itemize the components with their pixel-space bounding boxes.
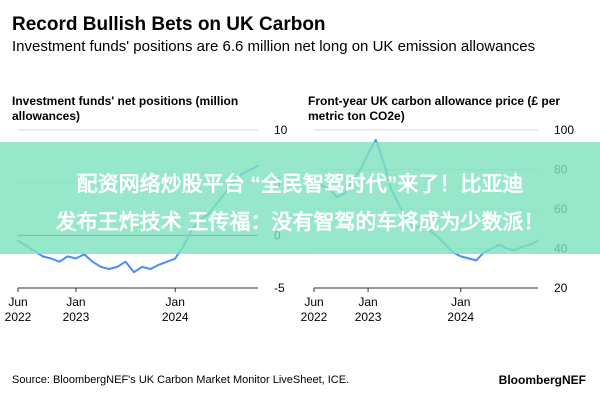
left-x-tick-label-month: Jan: [166, 295, 185, 309]
brand-logo-text: BloombergNEF: [498, 373, 586, 387]
source-note: Source: BloombergNEF's UK Carbon Market …: [12, 374, 350, 386]
left-data-point: [50, 257, 52, 260]
left-data-point: [166, 260, 168, 263]
left-y-tick-label: -5: [274, 281, 285, 295]
left-data-point: [91, 260, 94, 263]
right-y-tick-label: 100: [554, 123, 574, 137]
right-x-tick-label-year: 2022: [301, 310, 328, 324]
left-data-point: [108, 268, 110, 270]
left-data-point: [157, 264, 160, 266]
promo-overlay-banner[interactable]: 配资网络炒股平台 “全民智驾时代”来了！比亚迪 发布王炸技术 王传福：没有智驾的…: [0, 142, 600, 254]
left-x-tick-label-year: 2024: [162, 310, 189, 324]
left-data-point: [133, 271, 135, 274]
left-data-point: [58, 260, 61, 263]
right-y-tick-label: 20: [554, 281, 568, 295]
left-x-tick-label-year: 2022: [5, 310, 32, 324]
overlay-text-line-1: 配资网络炒股平台 “全民智驾时代”来了！比亚迪: [76, 173, 524, 196]
left-data-point: [174, 257, 177, 260]
left-x-tick-label-year: 2023: [63, 310, 90, 324]
left-data-point: [141, 266, 143, 268]
left-data-point: [149, 268, 152, 270]
left-data-point: [75, 257, 77, 260]
right-panel-title: Front-year UK carbon allowance price (£ …: [308, 94, 561, 123]
right-data-point: [467, 257, 470, 260]
left-x-tick-label-month: Jun: [8, 295, 27, 309]
right-x-tick-label-year: 2024: [447, 310, 474, 324]
left-panel-title: Investment funds' net positions (million…: [12, 94, 239, 123]
left-x-tick-label-month: Jan: [66, 295, 85, 309]
right-x-tick-label-month: Jan: [451, 295, 470, 309]
left-data-point: [66, 255, 69, 258]
overlay-text-line-2: 发布王炸技术 王传福：没有智驾的车将成为少数派！: [55, 211, 545, 234]
left-y-tick-label: 10: [274, 123, 288, 137]
right-x-tick-label-year: 2023: [355, 310, 382, 324]
left-data-point: [42, 255, 44, 258]
chart-subtitle: Investment funds' positions are 6.6 mill…: [12, 38, 536, 55]
right-data-point: [459, 255, 462, 258]
left-data-point: [116, 266, 119, 268]
right-data-point: [475, 259, 478, 262]
right-x-tick-label-month: Jun: [304, 295, 323, 309]
chart-title: Record Bullish Bets on UK Carbon: [12, 14, 326, 35]
right-x-tick-label-month: Jan: [358, 295, 377, 309]
left-data-point: [99, 266, 102, 268]
right-data-point: [374, 139, 377, 141]
left-data-point: [124, 260, 127, 263]
